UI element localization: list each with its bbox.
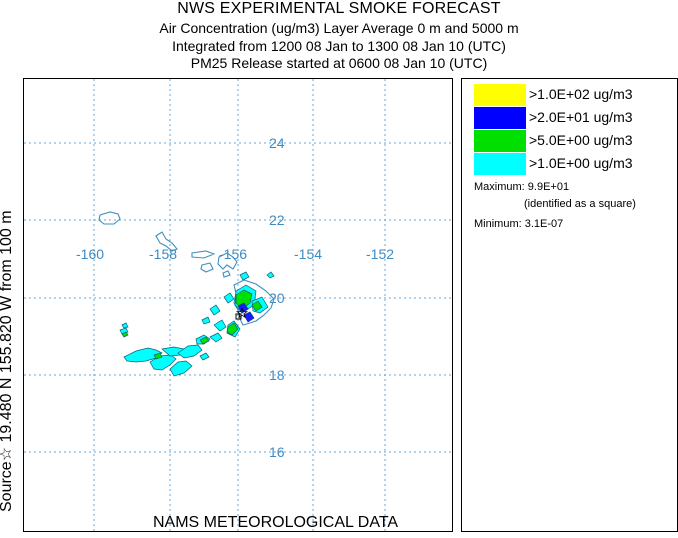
integration-period: Integrated from 1200 08 Jan to 1300 08 J… xyxy=(172,38,506,54)
legend-label: >5.0E+00 ug/m3 xyxy=(529,132,633,148)
lat-label: 22 xyxy=(269,212,285,228)
island-lanai xyxy=(200,262,214,273)
lon-label: -156 xyxy=(219,246,247,262)
legend-panel: >1.0E+02 ug/m3 >2.0E+01 ug/m3 >5.0E+00 u… xyxy=(461,78,678,532)
plume-patch xyxy=(121,322,129,329)
plume-green xyxy=(121,289,263,360)
legend-swatch-yellow xyxy=(474,84,526,106)
plume-patch xyxy=(169,360,193,377)
legend-label: >1.0E+00 ug/m3 xyxy=(529,155,633,171)
maximum-value: Maximum: 9.9E+01 xyxy=(474,181,570,193)
island-oahu xyxy=(155,231,178,252)
plume-cyan xyxy=(119,271,275,377)
plume-patch xyxy=(235,289,253,310)
met-data-label: NAMS METEOROLOGICAL DATA xyxy=(153,514,399,531)
maximum-square xyxy=(235,313,242,320)
legend-swatch-green xyxy=(474,130,526,152)
plume-patch xyxy=(177,344,203,359)
grid-lines xyxy=(24,79,454,533)
legend-swatch-cyan xyxy=(474,153,526,175)
plume-patch xyxy=(199,336,210,345)
island-maui xyxy=(217,252,238,270)
map-panel: -160 -158 -156 -154 -152 24 22 20 18 16 xyxy=(23,78,454,533)
map-title: NWS EXPERIMENTAL SMOKE FORECAST xyxy=(177,0,501,17)
plume-patch xyxy=(199,352,210,361)
legend-label: >2.0E+01 ug/m3 xyxy=(529,109,633,125)
lat-label: 20 xyxy=(269,290,285,306)
source-marker xyxy=(235,306,249,320)
plume-patch xyxy=(153,352,163,360)
island-kahoolawe xyxy=(222,270,231,278)
lon-label: -152 xyxy=(366,246,394,262)
legend-item: >1.0E+00 ug/m3 xyxy=(474,153,674,175)
plume-patch xyxy=(121,331,129,338)
lon-label: -158 xyxy=(149,246,177,262)
plume-patch xyxy=(239,271,250,281)
plume-patch xyxy=(223,292,235,304)
lon-label: -160 xyxy=(76,246,104,262)
concentration-subtitle: Air Concentration (ug/m3) Layer Average … xyxy=(159,20,519,36)
maximum-note: (identified as a square) xyxy=(524,198,636,210)
map-canvas: -160 -158 -156 -154 -152 24 22 20 18 16 xyxy=(24,79,454,533)
source-star-icon xyxy=(235,306,249,319)
plume-patch xyxy=(243,311,255,323)
release-time: PM25 Release started at 0600 08 Jan 10 (… xyxy=(190,55,488,71)
plume-patch xyxy=(201,316,211,325)
legend-item: >5.0E+00 ug/m3 xyxy=(474,130,674,152)
island-molokai xyxy=(191,250,216,259)
minimum-value: Minimum: 3.1E-07 xyxy=(474,218,564,230)
plume-patch xyxy=(266,271,275,279)
plume-patch xyxy=(251,300,263,312)
source-location-label: Source☆ 19.480 N 155.820 W from 100 m xyxy=(0,210,15,512)
plume-patch xyxy=(213,319,227,332)
legend-item: >1.0E+02 ug/m3 xyxy=(474,84,674,106)
legend-item: >2.0E+01 ug/m3 xyxy=(474,107,674,129)
lat-label: 18 xyxy=(269,367,285,383)
legend-label: >1.0E+02 ug/m3 xyxy=(529,86,633,102)
plume-patch xyxy=(209,332,223,343)
legend-swatch-blue xyxy=(474,107,526,129)
lat-label: 24 xyxy=(269,135,285,151)
axis-labels: -160 -158 -156 -154 -152 24 22 20 18 16 xyxy=(76,135,394,460)
island-kauai xyxy=(98,211,121,225)
plume-patch xyxy=(226,322,239,336)
lat-label: 16 xyxy=(269,444,285,460)
plume-blue xyxy=(237,302,255,323)
plume-patch xyxy=(209,304,221,316)
lon-label: -154 xyxy=(294,246,322,262)
